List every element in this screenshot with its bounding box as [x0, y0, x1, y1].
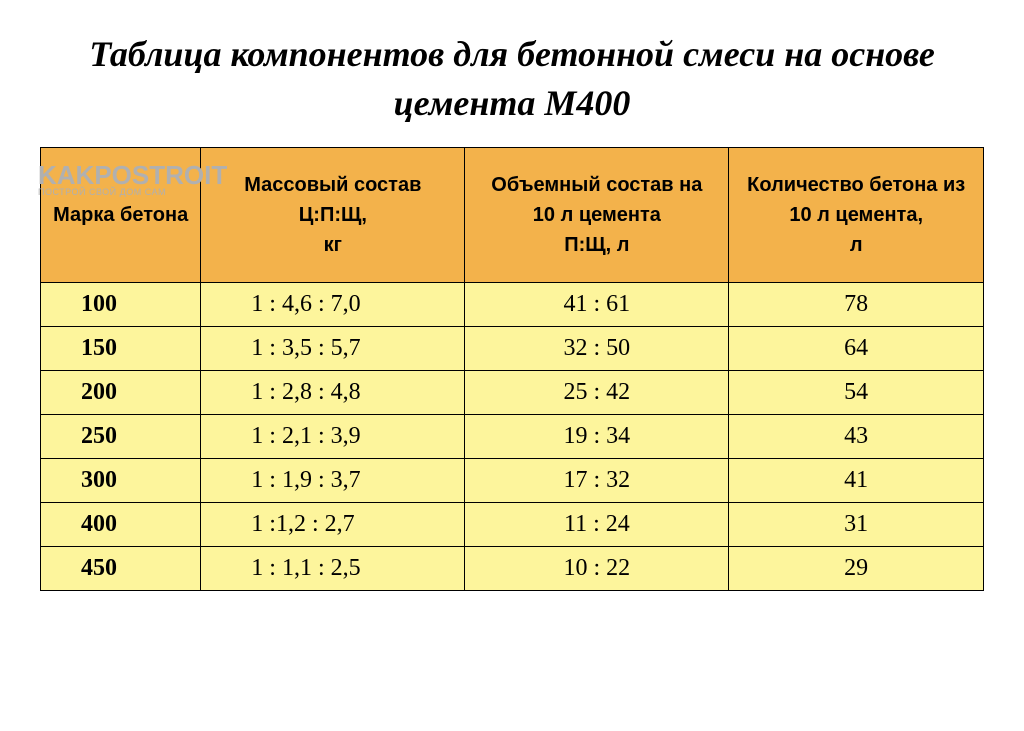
page-title: Таблица компонентов для бетонной смеси н…	[40, 30, 984, 127]
cell-output: 43	[729, 415, 984, 459]
cell-output: 29	[729, 547, 984, 591]
cell-volume: 10 : 22	[465, 547, 729, 591]
cell-grade: 200	[41, 371, 201, 415]
cell-mass: 1 : 1,1 : 2,5	[201, 547, 465, 591]
cell-mass: 1 : 1,9 : 3,7	[201, 459, 465, 503]
cell-grade: 250	[41, 415, 201, 459]
cell-grade: 150	[41, 327, 201, 371]
cell-volume: 41 : 61	[465, 283, 729, 327]
cell-volume: 19 : 34	[465, 415, 729, 459]
cell-mass: 1 : 3,5 : 5,7	[201, 327, 465, 371]
cell-grade: 400	[41, 503, 201, 547]
col-header-output: Количество бетона из10 л цемента,л	[729, 148, 984, 283]
cell-output: 54	[729, 371, 984, 415]
col-header-mass: Массовый составЦ:П:Щ,кг	[201, 148, 465, 283]
cell-volume: 11 : 24	[465, 503, 729, 547]
cell-output: 31	[729, 503, 984, 547]
cell-mass: 1 : 4,6 : 7,0	[201, 283, 465, 327]
cell-output: 64	[729, 327, 984, 371]
table-row: 4501 : 1,1 : 2,510 : 2229	[41, 547, 984, 591]
table-row: 4001 :1,2 : 2,711 : 2431	[41, 503, 984, 547]
cell-grade: 450	[41, 547, 201, 591]
table-row: 1001 : 4,6 : 7,041 : 6178	[41, 283, 984, 327]
cell-mass: 1 :1,2 : 2,7	[201, 503, 465, 547]
concrete-mix-table: Марка бетона Массовый составЦ:П:Щ,кг Объ…	[40, 147, 984, 591]
cell-volume: 32 : 50	[465, 327, 729, 371]
table-row: 2001 : 2,8 : 4,825 : 4254	[41, 371, 984, 415]
col-header-grade: Марка бетона	[41, 148, 201, 283]
cell-grade: 100	[41, 283, 201, 327]
table-header-row: Марка бетона Массовый составЦ:П:Щ,кг Объ…	[41, 148, 984, 283]
table-row: 2501 : 2,1 : 3,919 : 3443	[41, 415, 984, 459]
table-row: 3001 : 1,9 : 3,717 : 3241	[41, 459, 984, 503]
col-header-volume: Объемный состав на10 л цементаП:Щ, л	[465, 148, 729, 283]
table-row: 1501 : 3,5 : 5,732 : 5064	[41, 327, 984, 371]
cell-volume: 17 : 32	[465, 459, 729, 503]
cell-mass: 1 : 2,1 : 3,9	[201, 415, 465, 459]
cell-volume: 25 : 42	[465, 371, 729, 415]
cell-output: 78	[729, 283, 984, 327]
cell-grade: 300	[41, 459, 201, 503]
cell-mass: 1 : 2,8 : 4,8	[201, 371, 465, 415]
cell-output: 41	[729, 459, 984, 503]
